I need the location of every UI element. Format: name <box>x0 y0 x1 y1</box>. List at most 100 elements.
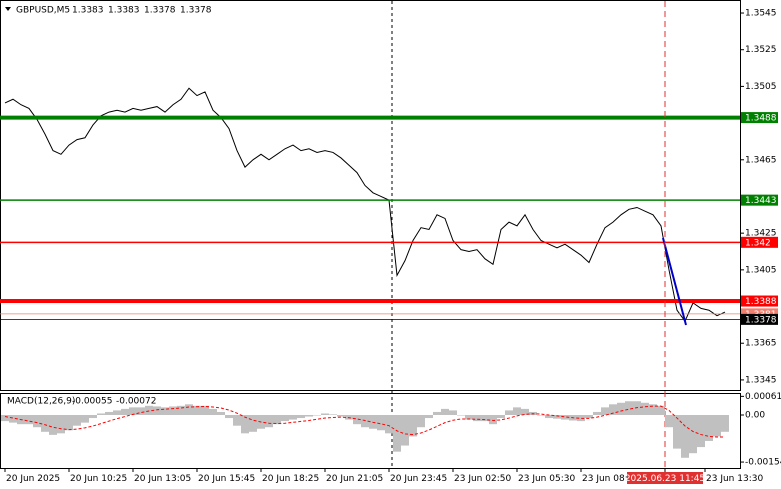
level-label-box <box>741 308 778 320</box>
macd-bar <box>721 415 729 432</box>
macd-bar <box>145 405 153 415</box>
macd-bar <box>553 415 561 419</box>
macd-bar <box>457 415 465 416</box>
macd-bar <box>185 404 193 415</box>
macd-bar <box>33 415 41 428</box>
x-tick-label: 23 Jun 08:10 <box>582 474 639 484</box>
macd-bar <box>513 407 521 415</box>
macd-bar <box>681 415 689 458</box>
macd-bar <box>193 405 201 415</box>
macd-bar <box>465 415 473 420</box>
level-label-box <box>741 295 778 307</box>
macd-bar <box>561 415 569 420</box>
level-label-box <box>741 236 778 248</box>
x-tick-label: 20 Jun 2025 <box>6 474 60 484</box>
quote: 1.3378 <box>180 6 212 16</box>
macd-bar <box>169 406 177 415</box>
macd-bar <box>1 415 9 422</box>
macd-bar <box>105 411 113 415</box>
macd-bar <box>601 407 609 415</box>
macd-bar <box>225 415 233 419</box>
macd-bar <box>289 415 297 420</box>
macd-bar <box>265 415 273 428</box>
macd-bar <box>313 415 321 416</box>
macd-bar <box>401 415 409 446</box>
macd-bar <box>337 415 345 417</box>
y-tick-label: 1.3425 <box>745 229 777 239</box>
level-label: 1.3488 <box>745 114 777 124</box>
y-tick-label: -0.00154 <box>745 458 781 468</box>
macd-bar <box>161 407 169 415</box>
macd-bar <box>625 401 633 415</box>
main-panel <box>0 0 741 391</box>
macd-bar <box>209 408 217 415</box>
level-label-box <box>741 194 778 206</box>
macd-bar <box>305 415 313 417</box>
macd-bar <box>433 411 441 415</box>
quote: 1.3383 <box>108 6 140 16</box>
level-label: 1.3378 <box>745 315 777 325</box>
macd-bar <box>329 414 337 415</box>
x-tick-label: 23 Jun 05:30 <box>518 474 575 484</box>
macd-bar <box>449 410 457 415</box>
macd-bar <box>673 415 681 449</box>
macd-bar <box>89 415 97 419</box>
level-label-box <box>741 313 778 325</box>
macd-bar <box>585 415 593 419</box>
macd-bar <box>57 415 65 434</box>
macd-bar <box>137 407 145 415</box>
y-tick-label: 1.3525 <box>745 45 777 55</box>
macd-bar <box>441 408 449 415</box>
level-label-box <box>741 112 778 124</box>
quote: 1.3383 <box>72 6 104 16</box>
signal-line <box>4 405 725 438</box>
y-tick-label: 1.3545 <box>745 9 777 19</box>
macd-bar <box>697 415 705 448</box>
macd-bar <box>201 405 209 415</box>
macd-bar <box>81 415 89 423</box>
macd-bar <box>689 415 697 454</box>
price-line <box>4 87 726 323</box>
macd-bar <box>481 415 489 422</box>
level-label: 1.342 <box>745 238 771 248</box>
macd-bar <box>649 404 657 415</box>
macd-bar <box>49 415 57 435</box>
macd-bar <box>497 415 505 419</box>
macd-title: MACD(12,26,9) <box>7 397 75 407</box>
trend-line <box>662 237 687 326</box>
macd-bar <box>377 415 385 431</box>
macd-bar <box>113 410 121 415</box>
macd-bar <box>393 415 401 452</box>
x-tick-label: 20 Jun 13:05 <box>134 474 191 484</box>
x-tick-label: 2025.06.23 11:45 <box>625 474 705 484</box>
y-tick-label: 1.3465 <box>745 155 777 165</box>
macd-bar <box>505 410 513 415</box>
macd-bar <box>665 415 673 428</box>
macd-bar <box>489 415 497 425</box>
macd-bar <box>73 415 81 426</box>
macd-bar <box>121 408 129 415</box>
macd-reading: -0.00072 <box>116 397 156 407</box>
macd-bar <box>321 413 329 415</box>
macd-bar <box>385 415 393 434</box>
macd-bar <box>473 415 481 422</box>
y-tick-label: 0.00061 <box>745 392 781 402</box>
macd-bar <box>177 405 185 415</box>
macd-bar <box>657 405 665 415</box>
x-tick-label: 20 Jun 15:45 <box>198 474 255 484</box>
quote: 1.3378 <box>144 6 176 16</box>
x-tick-label: 23 Jun 13:30 <box>706 474 763 484</box>
title-arrow <box>5 7 11 11</box>
macd-bar <box>609 404 617 415</box>
x-tick-label: 20 Jun 18:25 <box>262 474 319 484</box>
macd-bar <box>273 415 281 425</box>
macd-bar <box>713 415 721 437</box>
y-tick-label: 1.3405 <box>745 265 777 275</box>
macd-bar <box>153 406 161 415</box>
macd-bar <box>537 415 545 416</box>
y-tick-label: 1.3365 <box>745 339 777 349</box>
y-tick-label: 1.3505 <box>745 82 777 92</box>
macd-bar <box>409 415 417 437</box>
macd-bar <box>65 415 73 431</box>
